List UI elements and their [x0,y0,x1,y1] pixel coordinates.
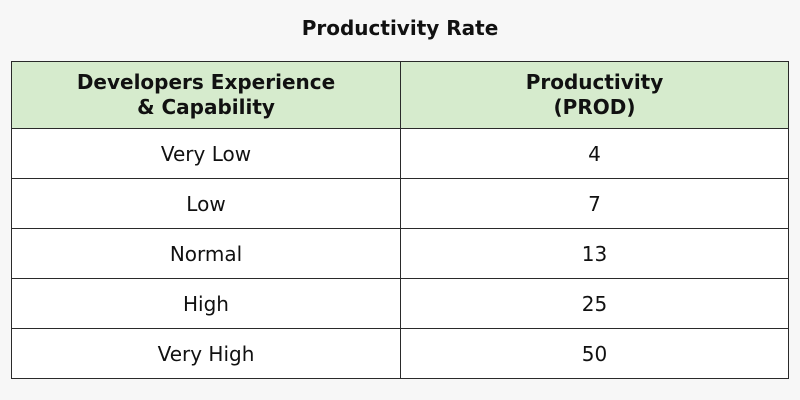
table-row: Very High 50 [11,328,789,379]
column-header-experience-line2: & Capability [137,95,275,119]
column-header-experience: Developers Experience & Capability [11,61,401,129]
table-header-row: Developers Experience & Capability Produ… [11,61,789,129]
cell-productivity: 13 [400,228,789,279]
cell-experience: High [11,278,401,329]
column-header-productivity-line1: Productivity [525,70,664,94]
cell-productivity: 7 [400,178,789,229]
table-row: High 25 [11,278,789,329]
table-row: Low 7 [11,178,789,229]
cell-experience: Very Low [11,128,401,179]
cell-experience: Very High [11,328,401,379]
table-row: Very Low 4 [11,128,789,179]
table-row: Normal 13 [11,228,789,279]
cell-experience: Normal [11,228,401,279]
cell-experience: Low [11,178,401,229]
page-title: Productivity Rate [301,16,499,40]
column-header-experience-line1: Developers Experience [76,70,336,94]
productivity-table: Developers Experience & Capability Produ… [11,61,789,379]
cell-productivity: 4 [400,128,789,179]
cell-productivity: 50 [400,328,789,379]
column-header-productivity: Productivity (PROD) [400,61,789,129]
cell-productivity: 25 [400,278,789,329]
column-header-productivity-line2: (PROD) [553,95,636,119]
